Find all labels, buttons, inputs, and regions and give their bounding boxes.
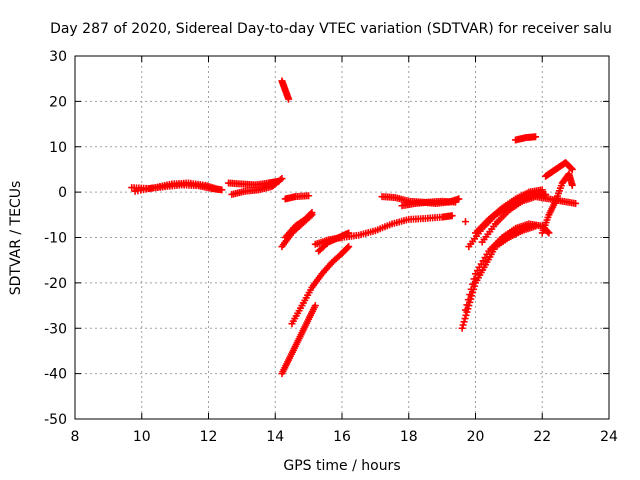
x-axis-label: GPS time / hours [283, 458, 400, 474]
data-point [278, 175, 286, 183]
data-point [215, 185, 223, 193]
data-point [544, 228, 552, 236]
data-point [545, 229, 553, 237]
data-points [128, 77, 580, 378]
data-point [307, 210, 315, 218]
data-point [311, 302, 319, 310]
x-tick-label: 8 [71, 429, 80, 445]
data-point [448, 212, 456, 220]
x-tick-label: 22 [533, 429, 551, 445]
series-arc-l [315, 229, 353, 255]
x-tick-label: 10 [133, 429, 151, 445]
y-tick-label: -50 [44, 412, 67, 428]
y-tick-label: 10 [49, 140, 67, 156]
data-point [461, 315, 469, 323]
data-point [344, 244, 352, 252]
data-point [458, 324, 466, 332]
data-point [308, 209, 316, 217]
data-point [467, 285, 475, 293]
x-axis-ticks: 8 10 12 14 16 18 20 22 24 [71, 56, 618, 445]
data-point [568, 181, 576, 189]
y-tick-label: 0 [58, 185, 67, 201]
x-tick-label: 16 [333, 429, 351, 445]
series-arc-j [288, 243, 353, 328]
series-arc-o [461, 218, 469, 226]
y-axis-ticks: -50 -40 -30 -20 -10 0 10 20 30 [44, 49, 609, 428]
chart-title: Day 287 of 2020, Sidereal Day-to-day VTE… [50, 21, 612, 37]
data-point [567, 164, 575, 172]
data-point [305, 192, 313, 200]
x-tick-label: 12 [200, 429, 218, 445]
data-point [532, 133, 540, 141]
series-arc-n [398, 197, 459, 210]
y-tick-label: 30 [49, 49, 67, 65]
series-arc-d [228, 175, 286, 198]
data-point [464, 296, 472, 304]
x-tick-label: 18 [400, 429, 418, 445]
data-point [455, 195, 463, 203]
data-point [276, 176, 284, 184]
y-tick-label: -20 [44, 276, 67, 292]
series-arc-u [512, 133, 540, 144]
data-point [572, 199, 580, 207]
data-point [466, 291, 474, 299]
y-tick-label: 20 [49, 94, 67, 110]
data-point [345, 229, 353, 237]
series-arc-i [278, 302, 319, 378]
series-arc-f [281, 192, 313, 203]
y-tick-label: -10 [44, 231, 67, 247]
grid [75, 56, 609, 419]
data-point [470, 275, 478, 283]
data-point [538, 186, 546, 194]
y-tick-label: -30 [44, 321, 67, 337]
data-point [345, 243, 353, 251]
data-point [463, 301, 471, 309]
series-arc-w [538, 170, 576, 237]
series-arc-t [478, 193, 580, 246]
series-arc-e [278, 77, 293, 103]
x-tick-label: 14 [266, 429, 284, 445]
series-arc-q [461, 220, 553, 314]
data-point [469, 280, 477, 288]
x-tick-label: 24 [600, 429, 618, 445]
series-arc-v [542, 159, 576, 180]
series-arc-s [472, 186, 546, 237]
data-point [460, 318, 468, 326]
series-arc-h [281, 209, 316, 241]
data-point [451, 198, 459, 206]
y-axis-label: SDTVAR / TECUs [8, 181, 24, 296]
series-arc-b [131, 179, 223, 195]
x-tick-label: 20 [467, 429, 485, 445]
y-tick-label: -40 [44, 367, 67, 383]
data-point [461, 306, 469, 314]
data-point [285, 95, 293, 103]
data-point [568, 165, 576, 173]
data-point [459, 321, 467, 329]
data-point [461, 218, 469, 226]
